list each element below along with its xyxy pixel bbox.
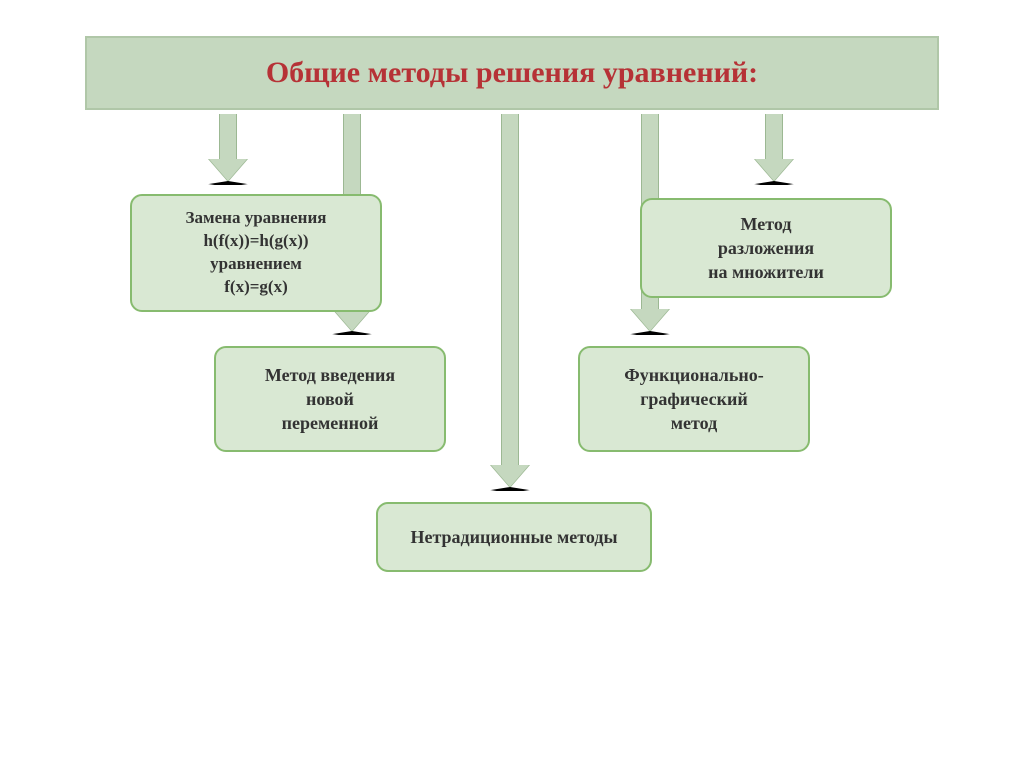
method-box-text: Метод введенияновойпеременной <box>265 363 395 436</box>
method-box-text: Функционально-графическийметод <box>624 363 763 436</box>
title-text: Общие методы решения уравнений: <box>266 56 758 90</box>
down-arrow <box>491 114 529 490</box>
down-arrow <box>209 114 247 184</box>
method-box-text: Методразложенияна множители <box>708 212 824 285</box>
method-box-replacement: Замена уравненияh(f(x))=h(g(x))уравнение… <box>130 194 382 312</box>
down-arrow <box>755 114 793 184</box>
title-box: Общие методы решения уравнений: <box>85 36 939 110</box>
method-box-new-variable: Метод введенияновойпеременной <box>214 346 446 452</box>
method-box-nontraditional: Нетрадиционные методы <box>376 502 652 572</box>
method-box-text: Нетрадиционные методы <box>410 525 617 549</box>
method-box-text: Замена уравненияh(f(x))=h(g(x))уравнение… <box>186 207 327 299</box>
method-box-factoring: Методразложенияна множители <box>640 198 892 298</box>
method-box-functional-graphical: Функционально-графическийметод <box>578 346 810 452</box>
